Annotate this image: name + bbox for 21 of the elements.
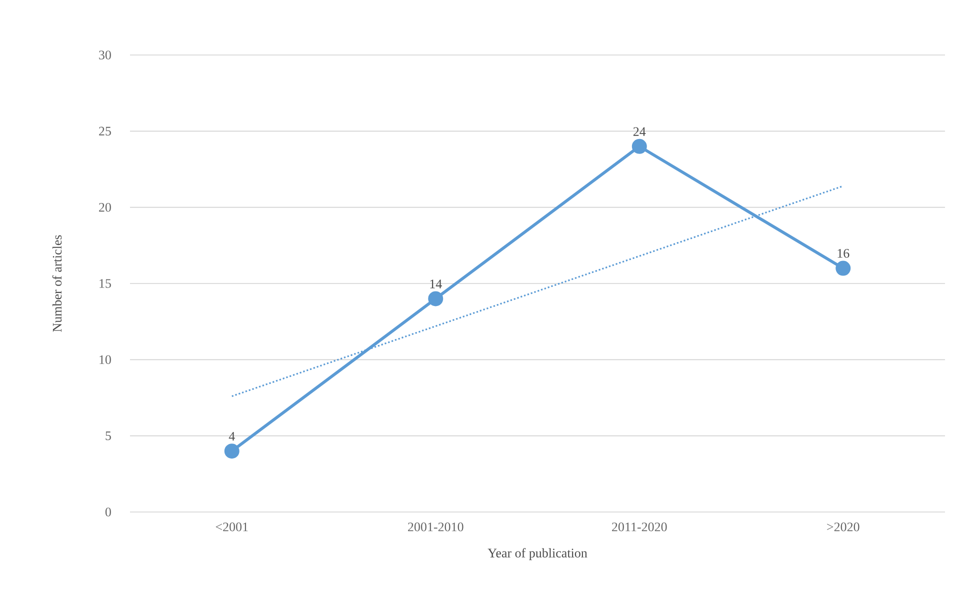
y-tick-label: 30 bbox=[99, 50, 111, 60]
data-label: 16 bbox=[838, 248, 850, 258]
data-label: 24 bbox=[633, 127, 646, 136]
y-tick-label: 15 bbox=[100, 279, 111, 288]
x-axis-title: Year of publication bbox=[488, 548, 588, 560]
x-tick-label: 2011-2020 bbox=[612, 522, 667, 532]
y-tick-label: 10 bbox=[100, 355, 111, 364]
y-tick-label: 20 bbox=[99, 202, 111, 212]
point bbox=[836, 260, 851, 276]
y-tick-label: 5 bbox=[106, 432, 111, 440]
x-tick-label: >2020 bbox=[827, 522, 860, 532]
data-label: 14 bbox=[430, 280, 442, 288]
y-tick-label: 0 bbox=[105, 508, 111, 516]
data-label: 4 bbox=[228, 432, 235, 441]
point bbox=[428, 291, 444, 306]
x-tick-label: 2001-2010 bbox=[408, 522, 464, 532]
x-tick-label: <2001 bbox=[216, 522, 248, 532]
point bbox=[224, 444, 240, 459]
point bbox=[632, 138, 647, 154]
y-axis-title: Number of articles bbox=[52, 235, 62, 332]
y-tick-label: 25 bbox=[99, 126, 111, 136]
